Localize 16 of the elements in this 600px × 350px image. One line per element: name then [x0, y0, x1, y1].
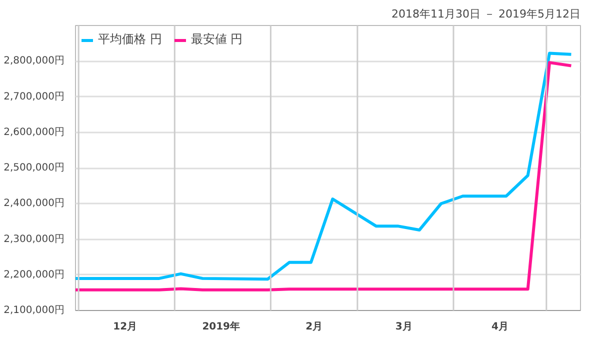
- x-tick-label: 2019年: [202, 320, 240, 332]
- x-tick-label: 3月: [395, 322, 412, 332]
- x-tick-label: 12月: [113, 322, 138, 332]
- chart-subtitle: 2018年11月30日 － 2019年5月12日: [392, 8, 581, 20]
- y-tick-label: 2,700,000円: [4, 91, 65, 102]
- y-tick-label: 2,100,000円: [4, 305, 65, 316]
- y-tick-label: 2,200,000円: [4, 269, 65, 280]
- y-tick-label: 2,400,000円: [4, 198, 65, 210]
- legend-label: 平均価格 円: [98, 31, 162, 48]
- y-tick-label: 2,600,000円: [4, 126, 65, 138]
- y-tick-label: 2,800,000円: [4, 56, 65, 67]
- x-tick-label: 2月: [306, 322, 323, 332]
- y-tick-label: 2,300,000円: [4, 234, 65, 245]
- y-tick-label: 2,500,000円: [4, 162, 65, 174]
- legend-label: 最安値 円: [190, 31, 243, 48]
- x-tick-label: 4月: [491, 322, 508, 332]
